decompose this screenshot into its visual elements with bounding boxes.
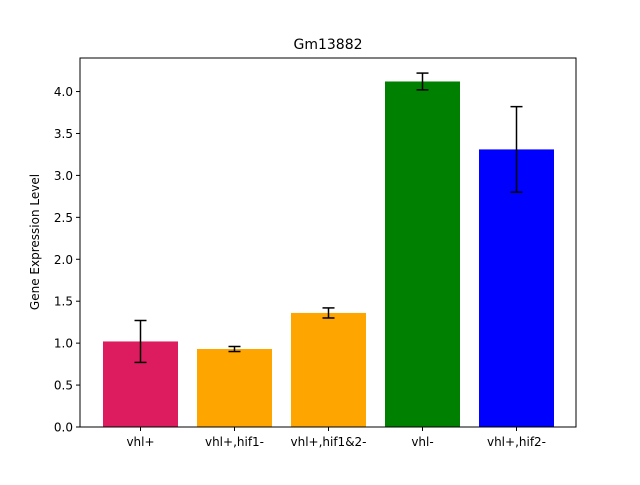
y-tick-label: 1.5 [54, 295, 73, 309]
error-bar [510, 105, 523, 193]
x-tick-label: vhl- [411, 435, 433, 449]
y-tick-label: 0.0 [54, 421, 73, 435]
bar-vhl-hif1-2 [291, 312, 366, 427]
y-tick-label: 3.5 [54, 127, 73, 141]
y-tick-label: 1.0 [54, 337, 73, 351]
x-tick-label: vhl+,hif2- [487, 435, 546, 449]
bar-vhl-hif1 [197, 349, 272, 427]
y-tick-label: 2.0 [54, 253, 73, 267]
bar-vhl [385, 81, 460, 428]
y-axis-label: Gene Expression Level [28, 174, 42, 310]
x-tick-label: vhl+,hif1&2- [290, 435, 366, 449]
y-tick-label: 2.5 [54, 211, 73, 225]
y-tick-label: 3.0 [54, 169, 73, 183]
error-bar [416, 72, 429, 91]
chart-title: Gm13882 [293, 37, 362, 53]
error-bar [322, 307, 335, 319]
bar-vhl-hif2 [479, 149, 554, 427]
y-tick-label: 0.5 [54, 379, 73, 393]
plot-frame [79, 57, 577, 428]
y-tick-label: 4.0 [54, 85, 73, 99]
error-bar [134, 319, 147, 364]
x-tick-label: vhl+ [126, 435, 154, 449]
error-bar [228, 345, 241, 353]
x-tick-label: vhl+,hif1- [205, 435, 264, 449]
